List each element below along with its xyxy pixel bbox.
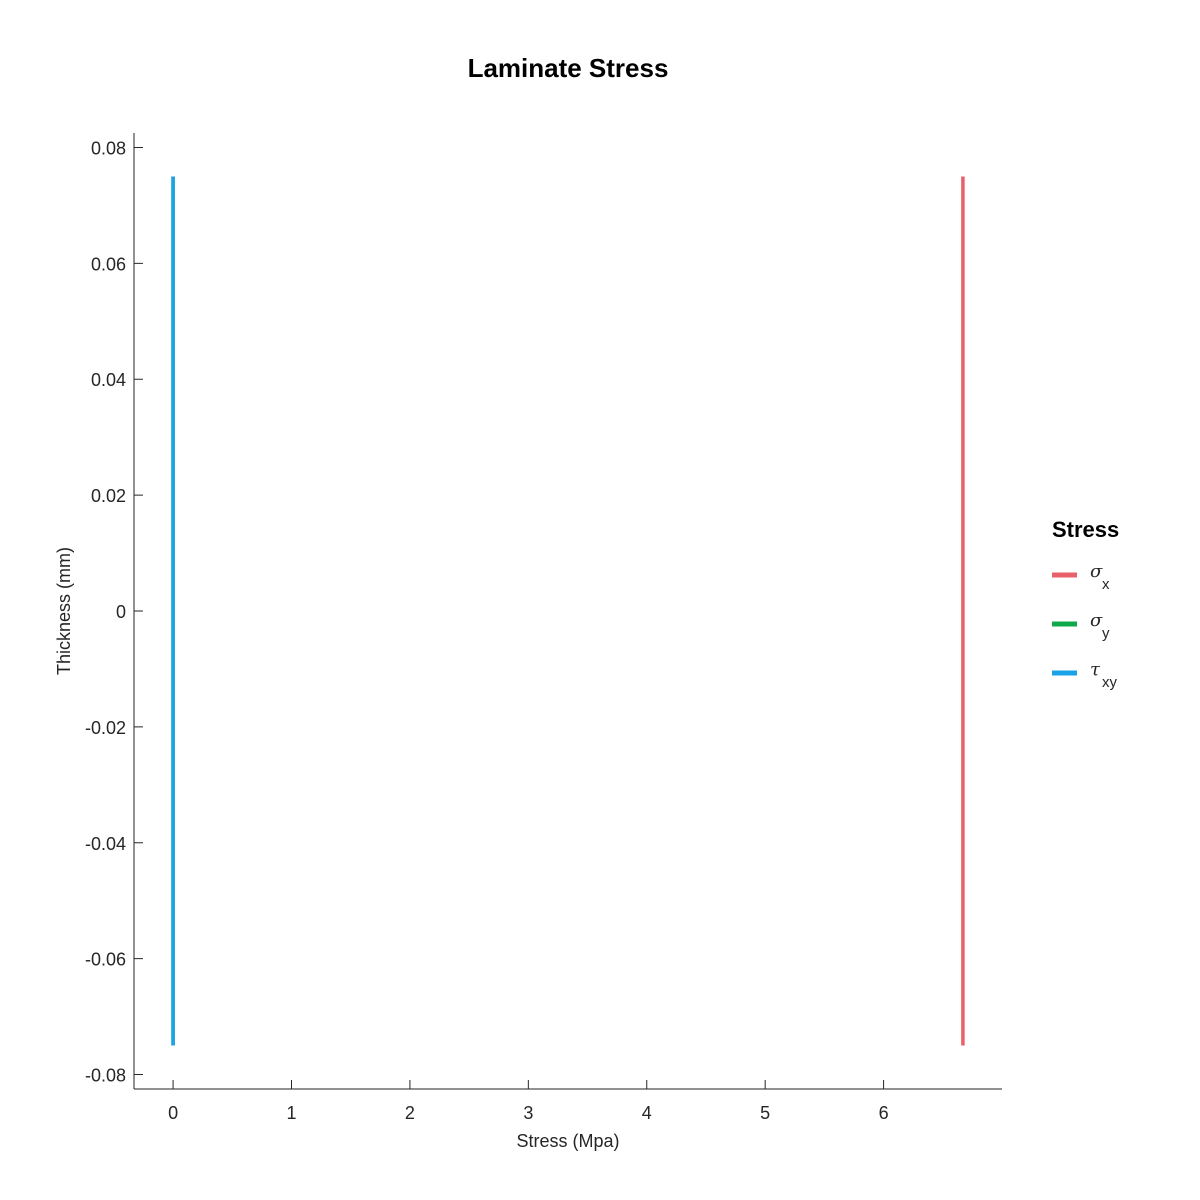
x-axis-label: Stress (Mpa) [516,1131,619,1151]
legend-subscript-x: x [1102,576,1110,593]
y-tick-label: 0.08 [91,138,126,158]
legend-subscript-y: y [1102,625,1110,642]
chart-title: Laminate Stress [468,53,669,83]
y-tick-label: 0 [116,602,126,622]
y-tick-label: 0.04 [91,370,126,390]
axes [133,133,1002,1090]
series-lines [171,176,965,1046]
legend-subscript-xy: xy [1102,674,1118,691]
y-tick-label: 0.06 [91,254,126,274]
legend-symbol-y: σ [1090,610,1103,631]
legend-title: Stress [1052,517,1119,542]
x-tick-label: 1 [286,1103,296,1123]
y-tick-label: -0.06 [85,950,126,970]
legend-symbol-xy: τ [1090,659,1101,680]
legend-symbol-x: σ [1090,561,1103,582]
y-ticks: 0.08 0.06 0.04 0.02 0 -0.02 -0.04 -0.06 -0.08 [85,138,143,1086]
x-tick-label: 2 [405,1103,415,1123]
y-axis-label: Thickness (mm) [54,547,74,675]
y-tick-label: -0.04 [85,834,126,854]
x-tick-label: 6 [879,1103,889,1123]
x-ticks: 0 1 2 3 4 5 6 [168,1080,889,1123]
x-tick-label: 3 [523,1103,533,1123]
y-tick-label: -0.08 [85,1066,126,1086]
y-tick-label: -0.02 [85,718,126,738]
y-tick-label: 0.02 [91,486,126,506]
x-tick-label: 5 [760,1103,770,1123]
x-tick-label: 4 [642,1103,652,1123]
x-tick-label: 0 [168,1103,178,1123]
